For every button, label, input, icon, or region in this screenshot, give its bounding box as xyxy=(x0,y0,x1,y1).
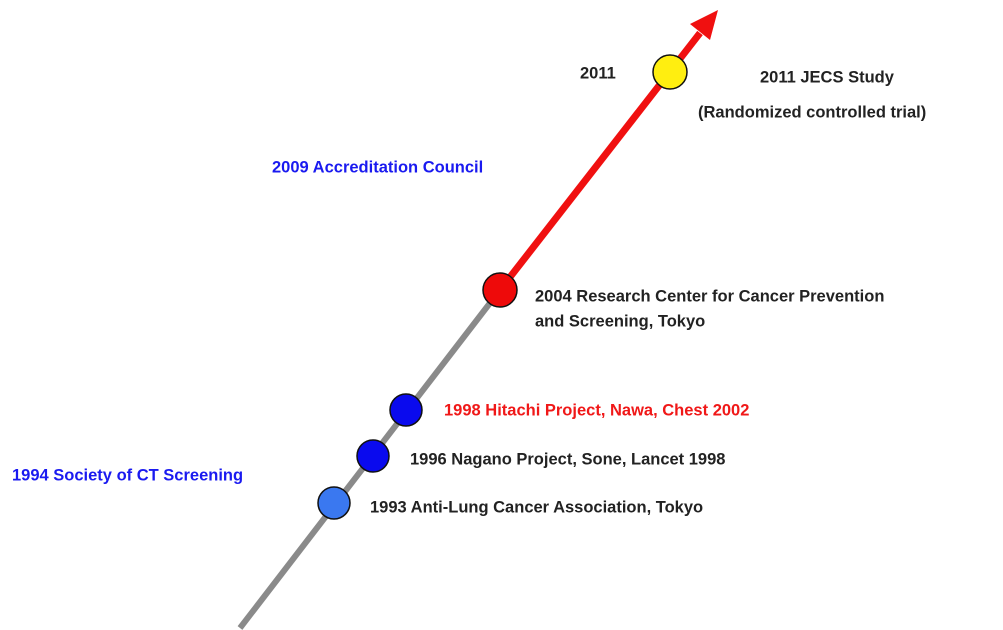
event-label: (Randomized controlled trial) xyxy=(698,103,926,121)
marker-2011 xyxy=(652,54,688,90)
arrow-head xyxy=(690,10,718,40)
marker-1998 xyxy=(389,393,423,427)
event-label: 1998 Hitachi Project, Nawa, Chest 2002 xyxy=(444,401,749,419)
event-label: 2009 Accreditation Council xyxy=(272,158,483,176)
marker-2004 xyxy=(482,272,518,308)
event-label: and Screening, Tokyo xyxy=(535,312,705,330)
event-label: 1993 Anti-Lung Cancer Association, Tokyo xyxy=(370,498,703,516)
year-label: 2011 xyxy=(580,64,616,82)
event-label: 1996 Nagano Project, Sone, Lancet 1998 xyxy=(410,450,725,468)
event-label: 2004 Research Center for Cancer Preventi… xyxy=(535,287,884,305)
event-label: 1994 Society of CT Screening xyxy=(12,466,243,484)
marker-1996 xyxy=(356,439,390,473)
event-label: 2011 JECS Study xyxy=(760,68,895,86)
marker-1993 xyxy=(317,486,351,520)
